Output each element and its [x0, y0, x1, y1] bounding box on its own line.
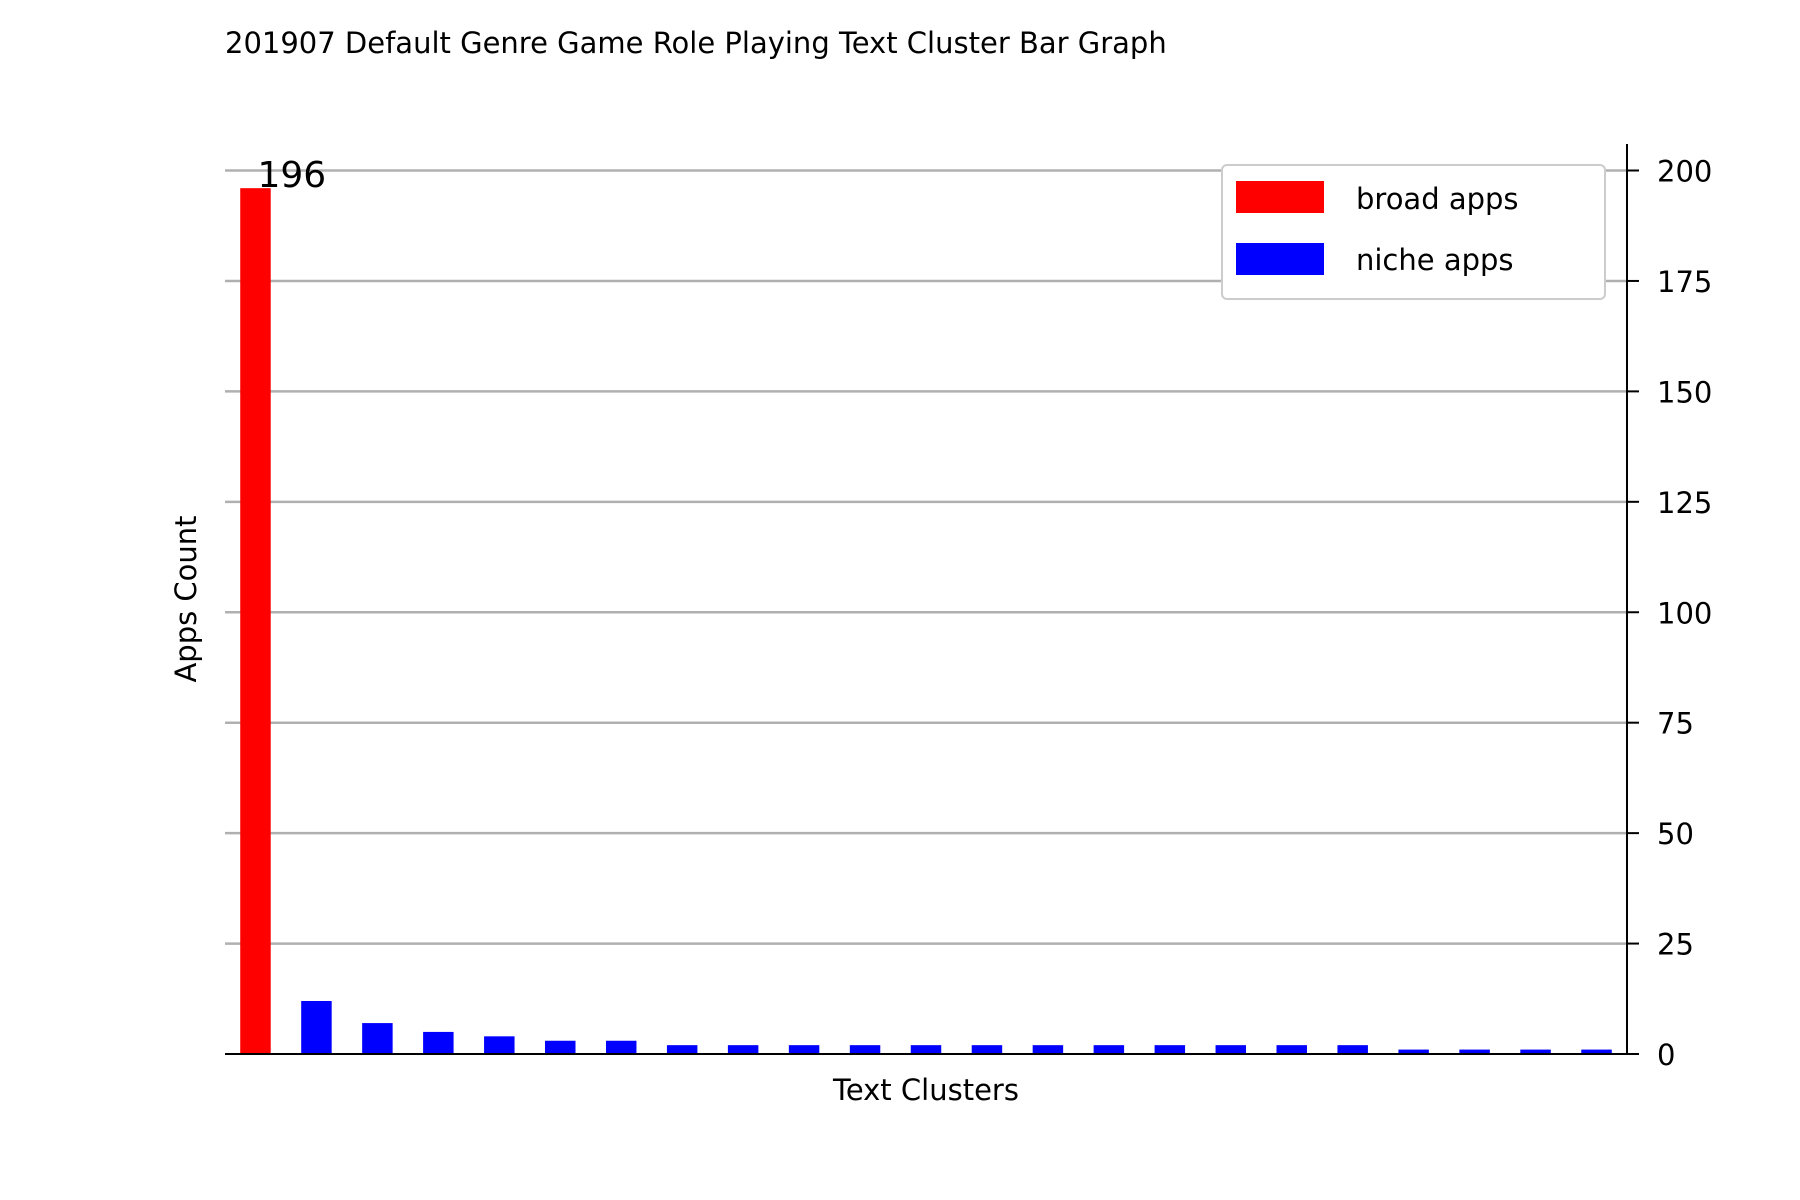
y-axis-label: Apps Count: [169, 515, 203, 682]
y-tick-label-100: 100: [1657, 596, 1712, 630]
bar-15: [1093, 1045, 1125, 1054]
bar-12: [910, 1045, 942, 1054]
y-tick-label-75: 75: [1657, 707, 1694, 741]
bar-1: [240, 188, 271, 1055]
bar-5: [484, 1036, 515, 1054]
bars: [240, 188, 1612, 1055]
bar-8: [666, 1045, 698, 1054]
bar-value-label-1: 196: [257, 155, 326, 196]
grid-lines: [225, 169, 1627, 945]
y-tick-label-25: 25: [1657, 928, 1694, 962]
chart-title: 201907 Default Genre Game Role Playing T…: [225, 26, 1167, 60]
bar-23: [1581, 1049, 1612, 1054]
legend-label-broad: broad apps: [1356, 182, 1519, 216]
bar-6: [545, 1040, 576, 1054]
y-tick-label-200: 200: [1657, 155, 1712, 189]
y-axis-ticks: 0 25 50 75 100 125 150 175 200: [1627, 155, 1712, 1072]
bar-7: [605, 1040, 637, 1054]
legend-label-niche: niche apps: [1356, 243, 1514, 277]
bar-22: [1520, 1049, 1551, 1054]
bar-20: [1398, 1049, 1429, 1054]
bar-14: [1032, 1045, 1064, 1054]
y-tick-label-175: 175: [1657, 265, 1712, 299]
bar-11: [849, 1045, 881, 1054]
y-tick-label-0: 0: [1657, 1038, 1675, 1072]
bar-17: [1215, 1045, 1247, 1054]
y-tick-label-125: 125: [1657, 486, 1712, 520]
bar-19: [1337, 1045, 1368, 1054]
bar-9: [727, 1045, 759, 1054]
bar-labels: 196: [257, 155, 326, 196]
bar-3: [362, 1023, 393, 1054]
bar-4: [423, 1031, 454, 1054]
y-tick-label-150: 150: [1657, 375, 1712, 409]
legend-swatch-broad: [1236, 181, 1324, 213]
bar-16: [1154, 1045, 1186, 1054]
bar-21: [1459, 1049, 1490, 1054]
bar-13: [971, 1045, 1003, 1054]
x-axis-label: Text Clusters: [832, 1073, 1019, 1107]
legend-swatch-niche: [1236, 243, 1324, 275]
bar-2: [301, 1000, 332, 1054]
y-tick-label-50: 50: [1657, 817, 1694, 851]
bar-10: [788, 1045, 820, 1054]
legend: broad apps niche apps: [1221, 164, 1606, 300]
bar-18: [1276, 1045, 1307, 1054]
